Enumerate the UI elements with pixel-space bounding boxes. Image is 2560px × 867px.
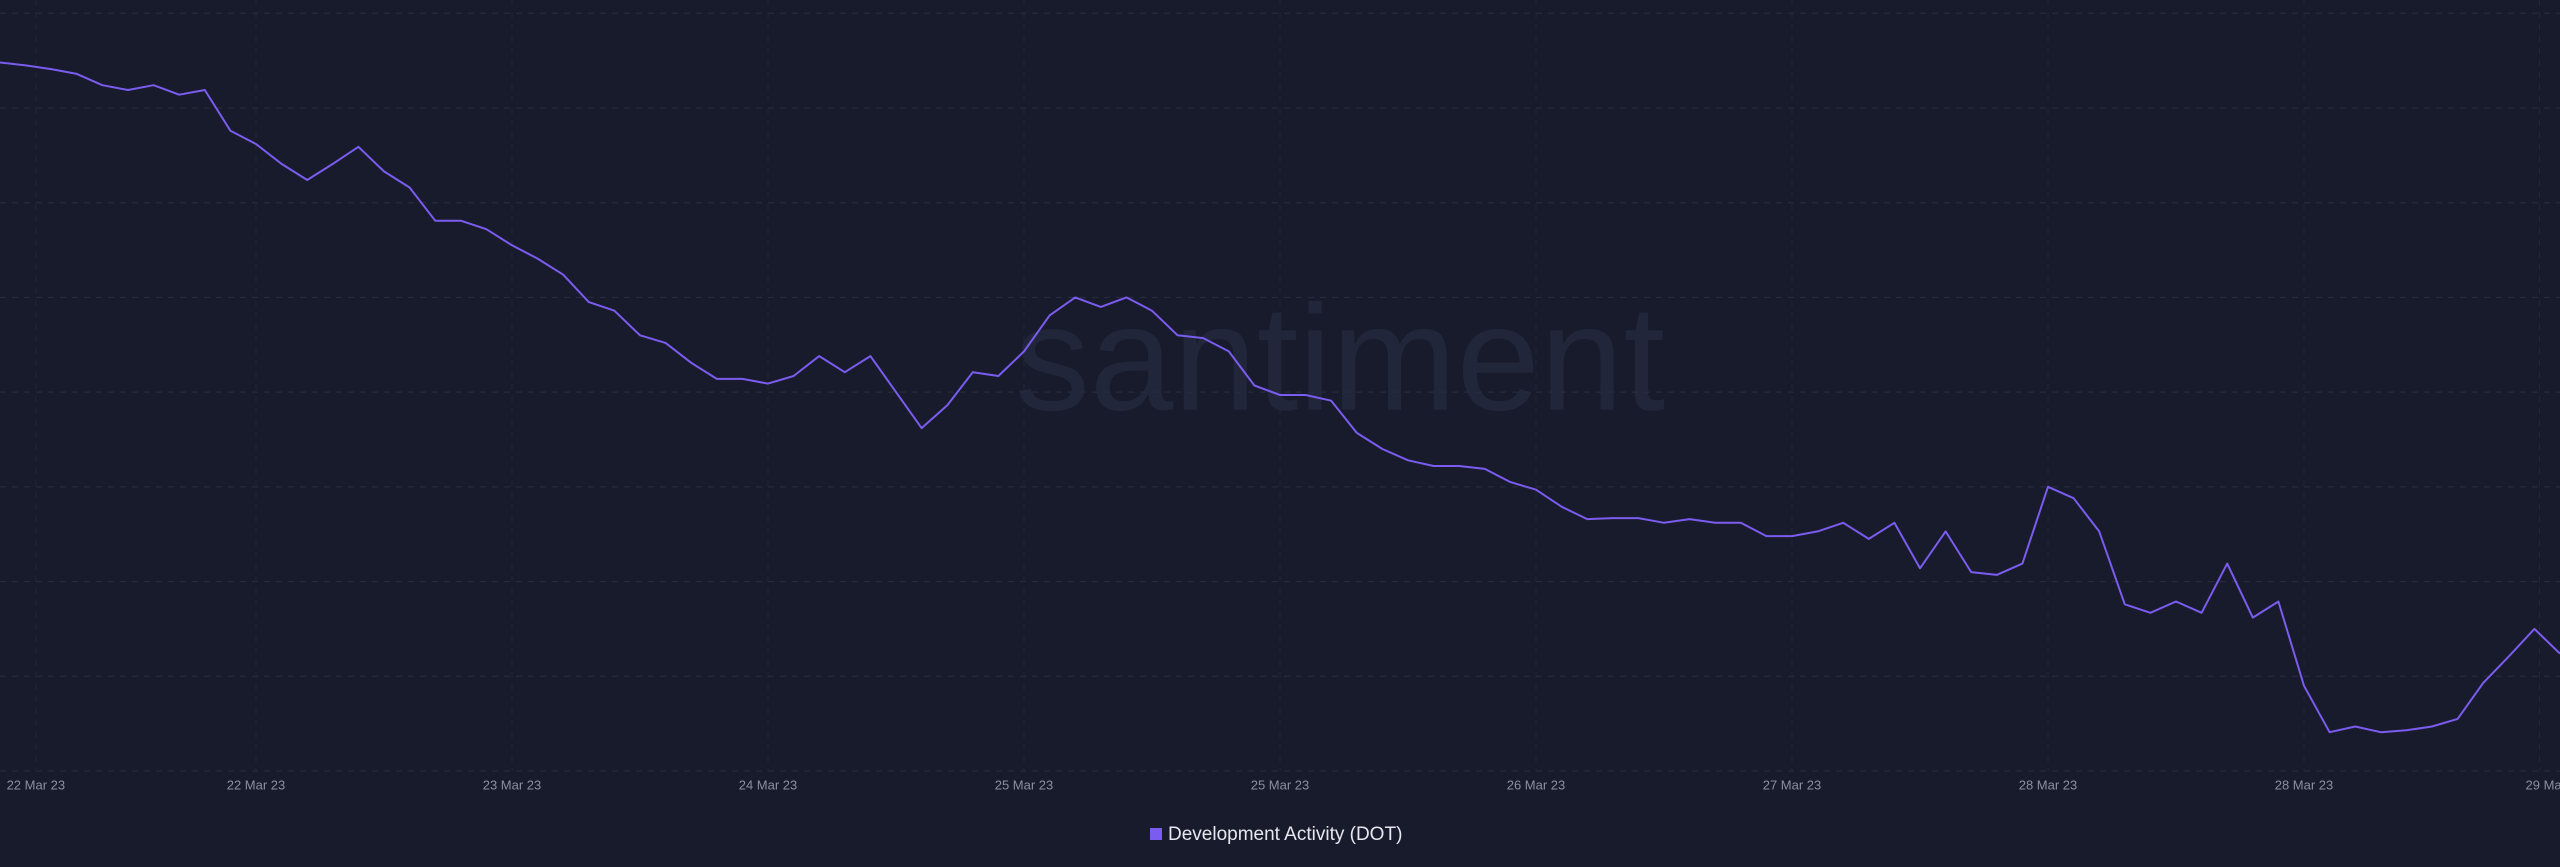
x-tick-label: 25 Mar 23 [1251, 777, 1310, 792]
legend-swatch [1150, 828, 1162, 840]
x-tick-label: 22 Mar 23 [227, 777, 286, 792]
x-tick-label: 27 Mar 23 [1763, 777, 1822, 792]
x-tick-label: 28 Mar 23 [2019, 777, 2078, 792]
x-tick-label: 26 Mar 23 [1507, 777, 1566, 792]
x-tick-label: 22 Mar 23 [7, 777, 66, 792]
x-tick-label: 29 Mar [2526, 777, 2560, 792]
x-tick-label: 23 Mar 23 [483, 777, 542, 792]
x-tick-label: 25 Mar 23 [995, 777, 1054, 792]
x-tick-label: 24 Mar 23 [739, 777, 798, 792]
x-tick-label: 28 Mar 23 [2275, 777, 2334, 792]
data-line [0, 61, 2560, 734]
watermark: santiment [1015, 274, 1665, 442]
legend-label: Development Activity (DOT) [1168, 824, 1402, 845]
